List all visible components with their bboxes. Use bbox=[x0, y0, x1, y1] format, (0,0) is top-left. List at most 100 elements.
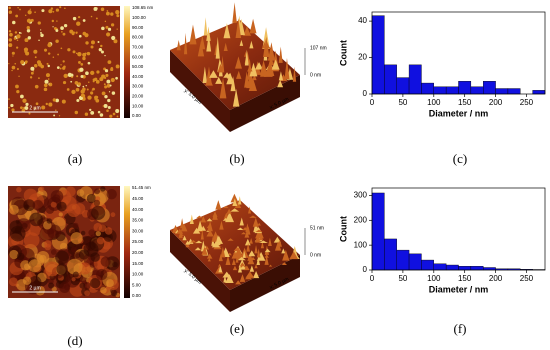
afm-feature bbox=[48, 41, 51, 44]
afm-feature bbox=[100, 286, 107, 294]
afm-feature bbox=[84, 290, 90, 296]
surface-peak bbox=[242, 227, 249, 231]
x-tick-label: 0 bbox=[370, 274, 375, 283]
z-top-label: 107 nm bbox=[310, 45, 327, 51]
afm-feature bbox=[100, 44, 103, 48]
plot-frame bbox=[371, 11, 546, 95]
surface-peak bbox=[195, 240, 203, 244]
afm-feature bbox=[50, 201, 57, 208]
surface-peak bbox=[203, 17, 208, 36]
afm-feature bbox=[23, 99, 26, 102]
surface-peak bbox=[225, 211, 235, 223]
afm-feature bbox=[82, 19, 86, 22]
x-tick-label: 250 bbox=[520, 274, 534, 283]
afm-feature bbox=[38, 39, 40, 42]
afm-feature bbox=[8, 38, 13, 42]
x-tick-label: 0 bbox=[370, 98, 375, 107]
afm-feature bbox=[104, 20, 107, 23]
afm-feature bbox=[23, 232, 40, 248]
afm-feature bbox=[78, 60, 81, 64]
surface-peak bbox=[225, 255, 231, 265]
afm-feature bbox=[41, 105, 46, 110]
afm-feature bbox=[73, 203, 86, 215]
afm-feature bbox=[8, 98, 10, 100]
surface-peak bbox=[260, 240, 267, 244]
surface-peak bbox=[218, 263, 222, 267]
afm-feature bbox=[110, 212, 116, 218]
colorbar-label: 0.00 bbox=[132, 113, 141, 118]
afm-feature bbox=[24, 60, 28, 64]
afm-feature bbox=[115, 64, 120, 69]
afm-feature bbox=[111, 35, 116, 41]
surface-peak bbox=[237, 264, 242, 273]
bar bbox=[371, 15, 385, 95]
panel-label: (b) bbox=[229, 151, 244, 166]
x-tick-label: 150 bbox=[458, 98, 472, 107]
surface-peak bbox=[244, 49, 249, 66]
afm-feature bbox=[20, 106, 23, 110]
afm-feature bbox=[102, 105, 105, 107]
afm-feature bbox=[61, 99, 66, 104]
afm-feature bbox=[8, 30, 12, 33]
afm-feature bbox=[34, 56, 37, 59]
surface-peak bbox=[268, 237, 272, 246]
surface-peak bbox=[256, 251, 266, 261]
afm-feature bbox=[55, 39, 59, 43]
surface-peak bbox=[215, 76, 223, 84]
afm-feature bbox=[98, 48, 102, 52]
afm-feature bbox=[96, 268, 108, 281]
colorbar-label: 70.00 bbox=[132, 44, 144, 49]
surface-peak bbox=[180, 218, 184, 229]
colorbar-label: 35.00 bbox=[132, 218, 144, 223]
afm-feature bbox=[67, 48, 71, 52]
surface-peak bbox=[232, 88, 240, 107]
surface-peak bbox=[257, 222, 261, 226]
surface-peak bbox=[218, 265, 223, 273]
surface-peak bbox=[248, 250, 256, 257]
surface-peak bbox=[218, 253, 223, 262]
afm-feature bbox=[11, 69, 13, 72]
afm-feature bbox=[77, 52, 82, 57]
surface-peak bbox=[219, 77, 227, 99]
afm-feature bbox=[50, 249, 57, 255]
bar bbox=[408, 253, 422, 271]
colorbar-label: 45.00 bbox=[132, 196, 144, 201]
afm-feature bbox=[59, 67, 62, 70]
afm-feature bbox=[64, 7, 66, 10]
surface-peak bbox=[180, 223, 188, 232]
surface-peak bbox=[284, 58, 290, 79]
afm-feature bbox=[75, 52, 78, 55]
afm-feature bbox=[116, 14, 120, 18]
surface-peak bbox=[235, 257, 239, 263]
y-tick-label: 0 bbox=[363, 89, 368, 98]
colorbar-label: 100.00 bbox=[132, 15, 146, 20]
colorbar-label: 0.00 bbox=[132, 293, 141, 298]
surface-peak bbox=[277, 79, 284, 88]
afm-feature bbox=[70, 246, 77, 253]
surface-peak bbox=[246, 226, 251, 235]
afm-feature bbox=[110, 12, 114, 16]
afm-feature bbox=[46, 62, 49, 65]
afm-feature bbox=[56, 20, 58, 22]
surface-peak bbox=[182, 235, 187, 241]
z-top-label: 51 nm bbox=[310, 225, 324, 231]
surface-peak bbox=[192, 227, 201, 234]
x-tick-label: 50 bbox=[398, 98, 407, 107]
plot-frame bbox=[371, 187, 546, 271]
surface-peak bbox=[273, 236, 281, 243]
afm-feature bbox=[80, 93, 85, 98]
x-axis-title: Diameter / nm bbox=[429, 108, 489, 118]
colorbar-label: 10.00 bbox=[132, 103, 144, 108]
surface-peak bbox=[185, 240, 191, 245]
afm-feature bbox=[41, 9, 45, 13]
surface-side bbox=[170, 50, 230, 132]
bar bbox=[421, 82, 434, 95]
afm-feature bbox=[52, 10, 55, 13]
bar bbox=[396, 249, 410, 271]
afm-feature bbox=[93, 7, 98, 11]
afm-feature bbox=[83, 241, 99, 257]
afm-feature bbox=[44, 261, 60, 277]
afm-feature bbox=[60, 26, 64, 30]
surface-peak bbox=[234, 56, 242, 69]
surface-peak bbox=[240, 247, 249, 258]
